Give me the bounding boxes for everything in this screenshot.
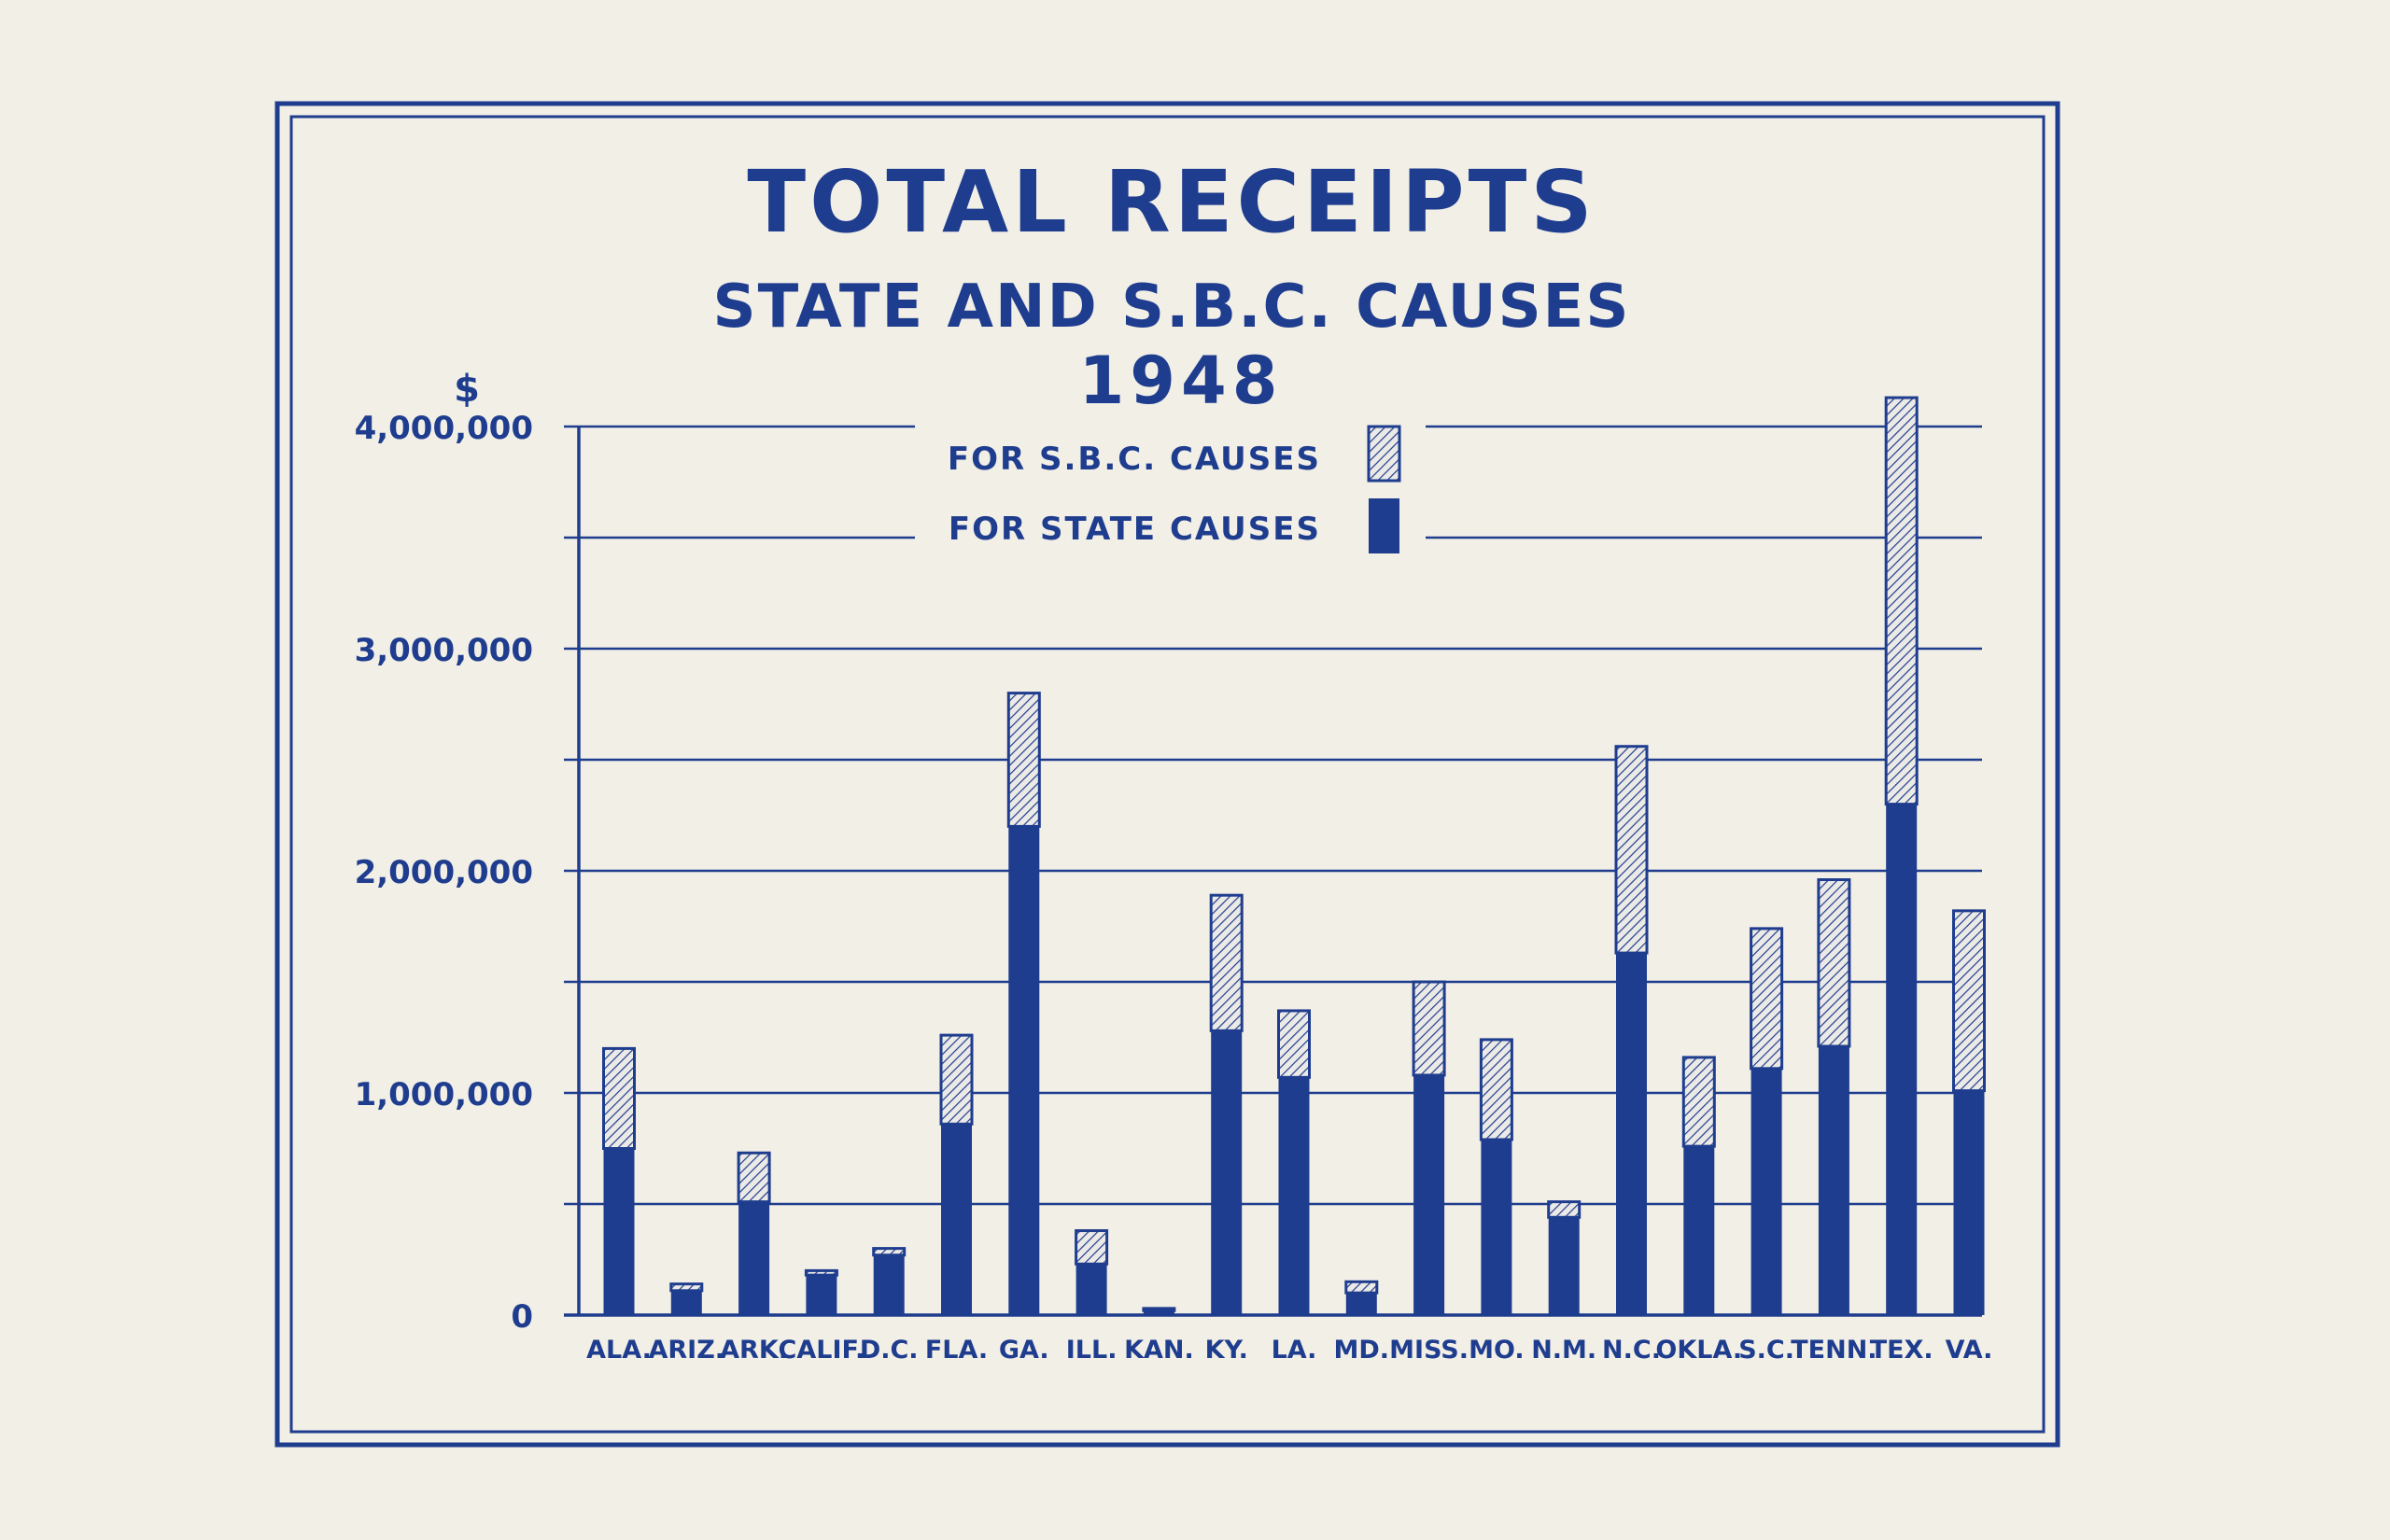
x-tick-label: OKLA. — [1655, 1336, 1742, 1365]
bar-sbc-nc — [1614, 745, 1649, 955]
y-tick-label: 1,000,000 — [355, 1076, 533, 1113]
x-tick-label: D.C. — [860, 1336, 919, 1365]
bar-state-va — [1953, 1090, 1985, 1315]
x-tick-label: CALIF. — [779, 1336, 865, 1365]
x-tick-label: ARIZ. — [649, 1336, 725, 1365]
bar-state-calif — [806, 1275, 837, 1315]
bar-sbc-okla — [1681, 1056, 1716, 1148]
bar-sbc-nm — [1547, 1200, 1582, 1219]
bar-sbc-calif — [804, 1268, 838, 1277]
y-tick-label: 2,000,000 — [355, 854, 533, 891]
bar-sbc-va — [1952, 909, 1986, 1093]
bar-sbc-dc — [872, 1247, 907, 1257]
bar-state-sc — [1750, 1068, 1782, 1315]
bar-state-kan — [1143, 1310, 1174, 1315]
x-tick-label: KAN. — [1124, 1336, 1194, 1365]
bar-state-ky — [1211, 1030, 1243, 1315]
bar-sbc-mo — [1479, 1038, 1513, 1141]
bar-sbc-ala — [602, 1046, 636, 1151]
bar-state-ala — [603, 1148, 635, 1315]
legend-label-state: FOR STATE CAUSES — [949, 511, 1321, 548]
bar-sbc-ill — [1075, 1229, 1109, 1266]
bar-sbc-ark — [737, 1151, 771, 1204]
legend-swatch-state — [1369, 498, 1399, 553]
bar-sbc-tenn — [1817, 878, 1851, 1048]
x-tick-label: TENN. — [1791, 1336, 1877, 1365]
x-tick-label: N.C. — [1602, 1336, 1661, 1365]
x-tick-label: ALA. — [586, 1336, 652, 1365]
y-tick-label: 4,000,000 — [355, 410, 533, 447]
bar-sbc-ga — [1006, 692, 1041, 828]
x-tick-label: GA. — [999, 1336, 1049, 1365]
inner-frame — [289, 115, 2046, 1434]
bar-state-okla — [1683, 1146, 1715, 1315]
chart-title: TOTAL RECEIPTS — [747, 152, 1596, 252]
bar-sbc-ky — [1209, 893, 1244, 1032]
bar-state-ark — [738, 1201, 770, 1315]
bar-state-mo — [1481, 1139, 1512, 1315]
bar-sbc-sc — [1750, 927, 1784, 1071]
x-tick-label: KY. — [1205, 1336, 1248, 1365]
chart-year: 1948 — [1079, 343, 1284, 419]
bar-sbc-ariz — [669, 1282, 704, 1293]
bar-state-miss — [1413, 1074, 1445, 1315]
bar-state-tex — [1886, 804, 1918, 1315]
bar-state-tenn — [1818, 1046, 1849, 1315]
bar-state-ga — [1008, 826, 1040, 1315]
bar-sbc-la — [1277, 1009, 1311, 1079]
bar-sbc-md — [1344, 1280, 1379, 1295]
bar-sbc-kan — [1142, 1307, 1176, 1312]
bar-sbc-tex — [1884, 396, 1919, 806]
x-tick-label: TEX. — [1870, 1336, 1933, 1365]
bar-state-nc — [1616, 953, 1647, 1315]
x-tick-label: VA. — [1946, 1336, 1993, 1365]
bar-state-nm — [1548, 1217, 1580, 1315]
bar-state-dc — [873, 1254, 905, 1315]
y-tick-label: 0 — [511, 1298, 533, 1336]
x-tick-label: N.M. — [1531, 1336, 1596, 1365]
x-tick-label: MO. — [1469, 1336, 1524, 1365]
x-tick-label: MISS. — [1389, 1336, 1469, 1365]
x-tick-label: MD. — [1334, 1336, 1390, 1365]
x-tick-label: ARK. — [720, 1336, 788, 1365]
bar-sbc-fla — [939, 1033, 974, 1126]
y-tick-label: 3,000,000 — [355, 632, 533, 669]
legend-swatch-sbc — [1367, 425, 1401, 483]
legend-label-sbc: FOR S.B.C. CAUSES — [948, 441, 1321, 478]
bar-state-md — [1345, 1293, 1377, 1315]
bar-state-ill — [1076, 1264, 1107, 1315]
bar-state-la — [1278, 1077, 1310, 1315]
x-tick-label: LA. — [1272, 1336, 1317, 1365]
x-tick-label: S.C. — [1738, 1336, 1794, 1365]
x-tick-label: FLA. — [925, 1336, 988, 1365]
bar-state-fla — [941, 1124, 972, 1315]
legend: FOR S.B.C. CAUSES FOR STATE CAUSES — [948, 425, 1401, 553]
y-axis-unit-label: $ — [454, 368, 480, 411]
bar-sbc-miss — [1412, 980, 1446, 1077]
x-tick-label: ILL. — [1066, 1336, 1118, 1365]
bar-state-ariz — [670, 1290, 702, 1315]
chart-subtitle: STATE AND S.B.C. CAUSES — [713, 273, 1631, 342]
outer-frame — [274, 101, 2060, 1448]
